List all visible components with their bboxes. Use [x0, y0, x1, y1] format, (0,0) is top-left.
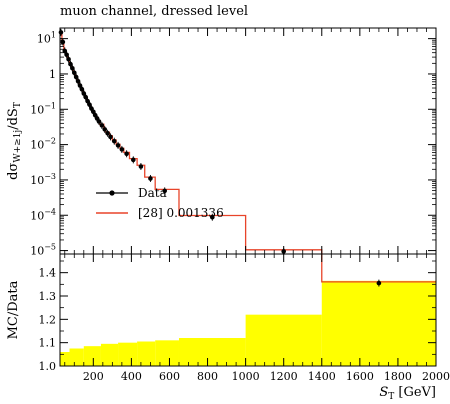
- legend-label-data: Data: [138, 186, 167, 200]
- data-point: [71, 70, 77, 76]
- ratio-y-tick-label: 1.1: [39, 337, 57, 350]
- y-tick-label: 10−2: [30, 137, 56, 152]
- data-point: [79, 86, 85, 92]
- data-point: [130, 157, 136, 163]
- data-point: [99, 123, 105, 128]
- axes-group: [59, 27, 437, 367]
- x-tick-label: 1800: [384, 370, 412, 383]
- data-point: [64, 52, 69, 58]
- data-point: [85, 98, 90, 104]
- ratio-y-tick-label: 1.4: [39, 267, 57, 280]
- data-points-group: [58, 28, 382, 287]
- ratio-bar: [178, 338, 246, 366]
- ratio-y-tick-label: 1.3: [39, 290, 57, 303]
- x-tick-label: 600: [159, 370, 180, 383]
- legend-data-marker: [109, 190, 115, 196]
- ratio-y-axis-label: MC/Data: [6, 280, 21, 339]
- mc-histogram-group: [60, 30, 436, 283]
- data-point: [68, 61, 73, 67]
- ticks-group: 101 1 10−1 10−2 10−3 10−4 10−5 1.0 1.1 1.2 1.3 1.4 2…: [30, 27, 450, 383]
- data-point: [77, 83, 83, 88]
- data-point: [83, 94, 89, 100]
- data-point: [376, 280, 382, 286]
- ratio-bar: [321, 280, 436, 366]
- ratio-bar: [118, 342, 138, 366]
- data-point: [102, 127, 108, 132]
- x-tick-label: 2000: [422, 370, 450, 383]
- data-point: [58, 30, 64, 35]
- y-tick-label: 10−3: [30, 172, 56, 187]
- data-point: [138, 164, 144, 169]
- y-tick-label: 1: [49, 68, 56, 81]
- data-point: [119, 147, 125, 152]
- data-point: [148, 176, 153, 181]
- x-tick-label: 1600: [346, 370, 374, 383]
- data-point: [210, 214, 215, 220]
- data-point: [81, 91, 87, 96]
- x-tick-label: 400: [121, 370, 142, 383]
- ratio-bar: [69, 348, 84, 366]
- y-tick-label: 10−4: [30, 207, 56, 222]
- data-point: [62, 48, 68, 54]
- data-point: [73, 74, 79, 80]
- legend: Data [28] 0.001336: [96, 186, 224, 220]
- x-axis-label: ST [GeV]: [379, 385, 436, 402]
- data-point: [75, 78, 81, 84]
- ratio-bar: [83, 346, 101, 366]
- data-point: [91, 109, 96, 115]
- data-point: [96, 119, 102, 124]
- ratio-bar: [155, 340, 179, 366]
- ratio-fill-group: [60, 280, 436, 366]
- y-axis-label: dσW+≥1j/dST: [6, 102, 23, 180]
- x-tick-label: 1200: [270, 370, 298, 383]
- data-point: [105, 130, 110, 136]
- data-point: [66, 56, 71, 62]
- bottom-panel-frame: [59, 253, 437, 367]
- data-point: [111, 138, 117, 144]
- x-tick-label: 1400: [308, 370, 336, 383]
- data-point: [124, 151, 129, 157]
- legend-label-mc: [28] 0.001336: [138, 206, 224, 220]
- x-tick-label: 800: [197, 370, 218, 383]
- ratio-y-tick-label: 1.0: [39, 360, 57, 373]
- y-tick-label: 10−1: [30, 101, 56, 116]
- labels-group: dσW+≥1j/dST MC/Data ST [GeV]: [6, 102, 436, 402]
- data-point: [87, 102, 92, 107]
- y-tick-label: 10−5: [30, 243, 56, 258]
- x-tick-label: 1000: [232, 370, 260, 383]
- ratio-bar: [137, 341, 156, 366]
- data-point: [70, 65, 75, 71]
- ratio-bar: [60, 352, 70, 366]
- data-point: [108, 134, 113, 140]
- ratio-bar: [245, 314, 322, 366]
- ratio-bar: [100, 343, 119, 366]
- chart-title: muon channel, dressed level: [60, 4, 249, 19]
- data-point: [115, 143, 121, 148]
- y-tick-label: 101: [37, 31, 56, 46]
- data-point: [162, 188, 168, 194]
- x-tick-label: 200: [83, 370, 104, 383]
- mc-series-line: [60, 30, 436, 283]
- ratio-y-tick-label: 1.2: [39, 313, 57, 326]
